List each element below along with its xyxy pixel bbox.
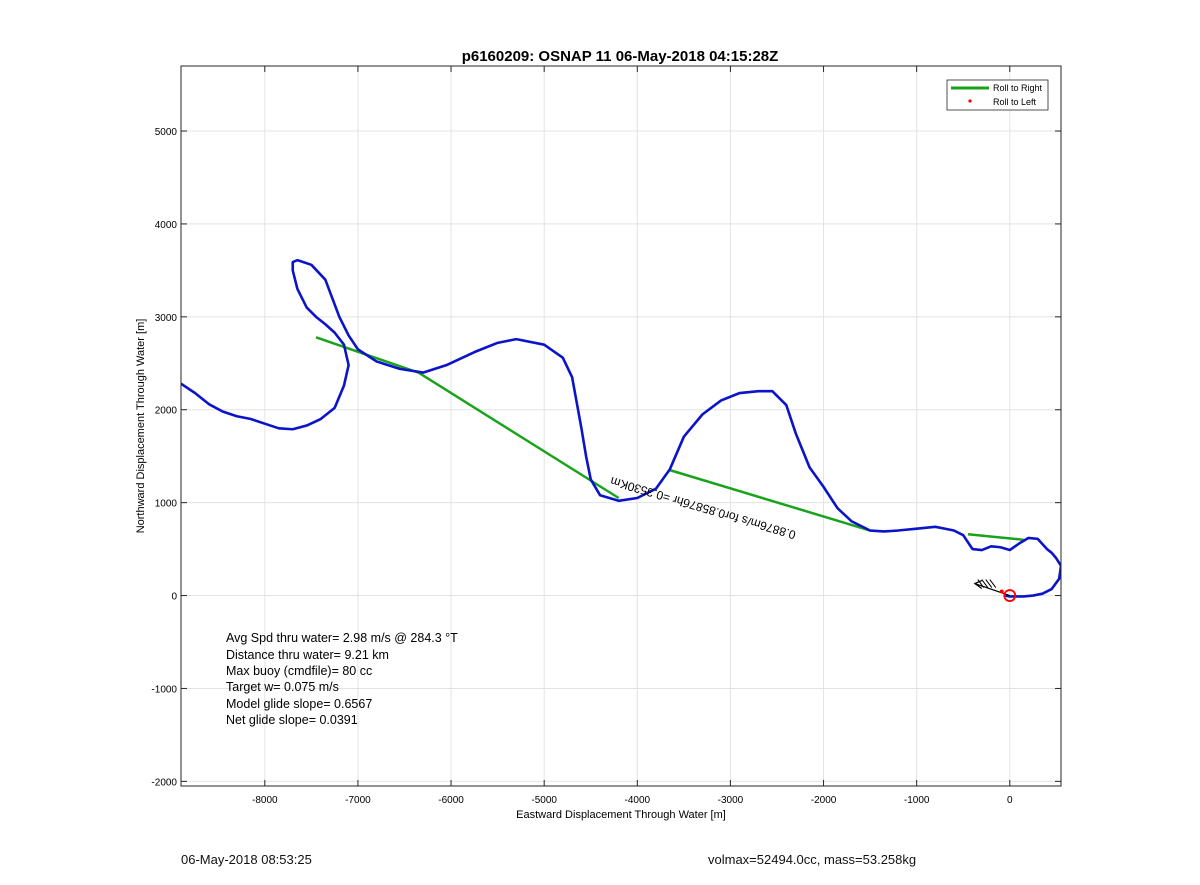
y-tick-label: 1000 (155, 499, 178, 510)
grid-lines (181, 66, 1061, 786)
roll-right-line (315, 336, 620, 500)
legend-swatch-roll-left (968, 99, 972, 103)
plot-area-frame (180, 65, 1062, 787)
legend: Roll to Right Roll to Left (946, 79, 1049, 111)
roll-right-line (669, 468, 871, 532)
axis-ticks: -8000 -7000 -6000 -5000 -4000 -3000 -2000 -1000… (151, 66, 1061, 806)
stat-target-w: Target w= 0.075 m/s (226, 680, 339, 694)
y-tick-label: 5000 (155, 127, 178, 138)
footer-timestamp: 06-May-2018 08:53:25 (181, 852, 312, 867)
velocity-arrow-hatch (981, 579, 989, 588)
legend-box (946, 79, 1049, 111)
stat-avg-speed: Avg Spd thru water= 2.98 m/s @ 284.3 °T (226, 631, 458, 645)
x-tick-label: -6000 (438, 795, 464, 806)
stats-block: Avg Spd thru water= 2.98 m/s @ 284.3 °T … (226, 631, 458, 727)
stat-net-glide-slope: Net glide slope= 0.0391 (226, 713, 358, 727)
velocity-arrow-hatch (985, 579, 993, 588)
x-tick-label: -2000 (811, 795, 837, 806)
legend-label-roll-left: Roll to Left (993, 97, 1037, 107)
y-tick-label: 4000 (155, 220, 178, 231)
x-tick-label: 0 (1007, 795, 1013, 806)
x-tick-label: -3000 (718, 795, 744, 806)
y-tick-label: 3000 (155, 313, 178, 324)
roll-left-point (999, 589, 1004, 594)
x-tick-label: -1000 (904, 795, 930, 806)
stat-distance: Distance thru water= 9.21 km (226, 648, 389, 662)
x-tick-label: -7000 (345, 795, 371, 806)
y-tick-label: -1000 (151, 684, 177, 695)
y-tick-label: 2000 (155, 406, 178, 417)
data-series: 0.8876m/s for0.8587бhr =0.3530Km (181, 258, 1061, 602)
x-tick-label: -5000 (531, 795, 557, 806)
x-axis-label: Eastward Displacement Through Water [m] (516, 809, 726, 821)
footer-volmax-mass: volmax=52494.0cc, mass=53.258kg (708, 852, 917, 867)
y-tick-label: 0 (171, 592, 177, 603)
x-tick-label: -4000 (625, 795, 651, 806)
stat-max-buoy: Max buoy (cmdfile)= 80 cc (226, 664, 372, 678)
y-tick-label: -2000 (151, 777, 177, 788)
velocity-arrow-hatch (989, 579, 997, 588)
end-position-marker (1003, 589, 1017, 602)
legend-label-roll-right: Roll to Right (993, 83, 1043, 93)
roll-right-line (967, 532, 1024, 542)
chart-title: p6160209: OSNAP 11 06-May-2018 04:15:28Z (462, 48, 779, 65)
velocity-arrow-hatch (977, 579, 985, 588)
stat-model-glide-slope: Model glide slope= 0.6567 (226, 697, 372, 711)
track-line (181, 258, 1061, 598)
y-axis-label: Northward Displacement Through Water [m] (135, 319, 147, 534)
x-tick-label: -8000 (252, 795, 278, 806)
